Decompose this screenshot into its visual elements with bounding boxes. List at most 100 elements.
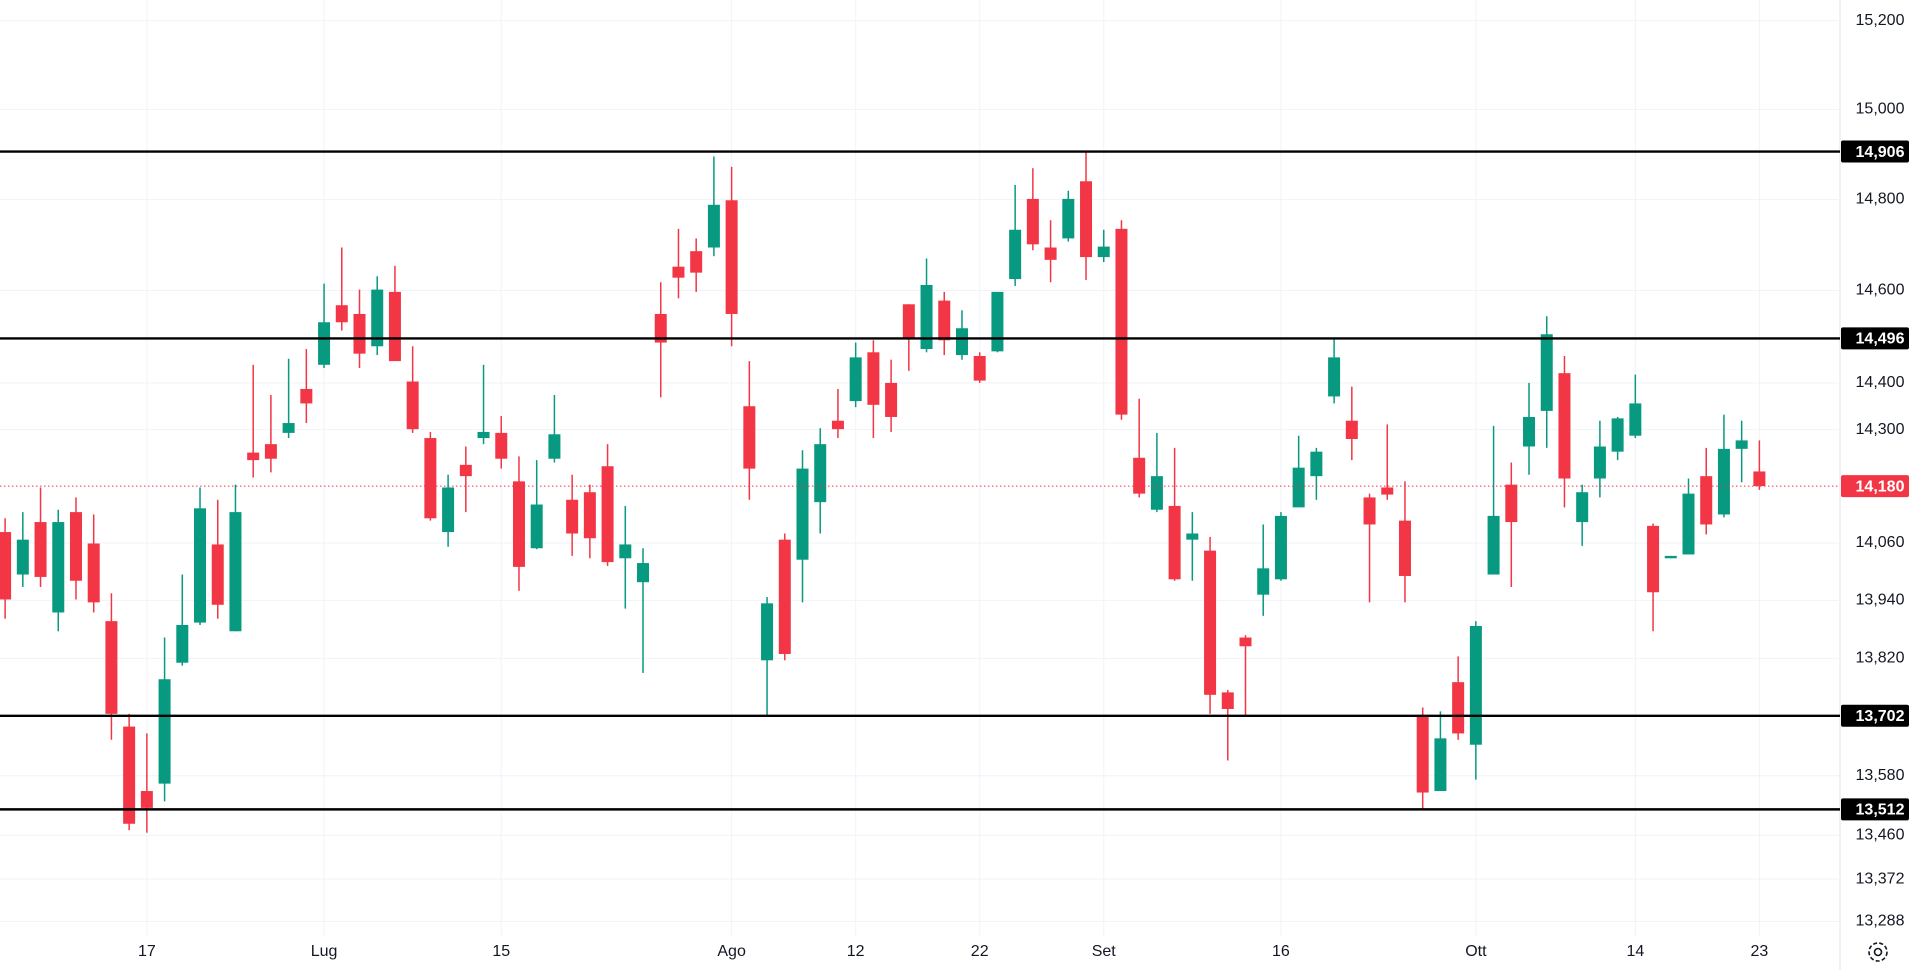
- candle-body: [1576, 492, 1589, 523]
- x-tick-label: Lug: [311, 943, 338, 960]
- y-tick-label: 15,000: [1856, 101, 1905, 118]
- y-tick-label: 15,200: [1856, 12, 1905, 29]
- candle-body: [902, 304, 915, 338]
- price-label: 14,496: [1856, 331, 1905, 348]
- candle-body: [761, 603, 774, 661]
- candle-body: [672, 266, 685, 278]
- y-tick-label: 13,820: [1856, 650, 1905, 667]
- candle-body: [1345, 420, 1358, 439]
- candle-body: [707, 204, 720, 248]
- candle-body: [1611, 418, 1624, 452]
- y-tick-label: 14,060: [1856, 534, 1905, 551]
- candle-body: [1328, 357, 1341, 397]
- candle-body: [353, 313, 366, 354]
- y-tick-label: 13,372: [1856, 870, 1905, 887]
- candle-body: [849, 357, 862, 402]
- candle-body: [583, 492, 596, 539]
- overlays: 14,906 14,496 13,702 13,512 14,180: [0, 140, 1909, 821]
- candle-body: [140, 791, 153, 808]
- candle-body: [442, 487, 455, 533]
- candle-body: [69, 512, 82, 581]
- candle-body: [0, 532, 12, 600]
- x-tick-label: Set: [1092, 943, 1117, 960]
- candle-body: [335, 305, 348, 323]
- price-label-box: [1841, 140, 1909, 163]
- candle-body: [1523, 416, 1536, 447]
- candles: [0, 151, 1766, 833]
- candle-body: [920, 285, 933, 350]
- candle-body: [1505, 484, 1518, 523]
- price-label: 14,906: [1856, 144, 1905, 161]
- settings-icon[interactable]: [1868, 942, 1888, 962]
- candle-body: [530, 504, 543, 549]
- candle-body: [654, 313, 667, 343]
- candle-body: [1647, 525, 1660, 593]
- candle-body: [1009, 229, 1022, 280]
- candle-body: [637, 563, 650, 583]
- candle-body: [991, 291, 1004, 352]
- candle-body: [16, 539, 29, 575]
- candle-body: [955, 328, 968, 356]
- candle-body: [176, 624, 189, 663]
- candle-body: [1469, 625, 1482, 745]
- price-label: 13,512: [1856, 802, 1905, 819]
- candle-body: [1097, 246, 1110, 258]
- candle-body: [371, 289, 384, 347]
- candle-body: [867, 352, 880, 405]
- candle-body: [1363, 497, 1376, 525]
- candle-body: [885, 382, 898, 417]
- candle-body: [778, 539, 791, 654]
- candle-body: [1204, 550, 1217, 695]
- candle-body: [1753, 471, 1766, 487]
- candle-body: [282, 423, 295, 433]
- candle-body: [105, 621, 118, 714]
- candle-body: [973, 355, 986, 381]
- candle-body: [300, 388, 313, 404]
- candle-body: [1186, 533, 1199, 540]
- candle-body: [796, 468, 809, 560]
- price-label-box: [1841, 327, 1909, 350]
- x-tick-label: Ott: [1465, 943, 1487, 960]
- candle-body: [1292, 467, 1305, 508]
- candle-body: [264, 444, 277, 459]
- candle-body: [1629, 403, 1642, 436]
- candle-body: [1168, 505, 1181, 580]
- candle-body: [619, 544, 632, 559]
- y-tick-label: 14,400: [1856, 374, 1905, 391]
- candle-body: [1080, 181, 1093, 258]
- candle-body: [34, 522, 47, 577]
- candle-body: [1717, 448, 1730, 515]
- candle-body: [318, 322, 331, 365]
- candle-body: [566, 499, 579, 534]
- candle-body: [831, 420, 844, 430]
- y-tick-label: 13,580: [1856, 767, 1905, 784]
- price-label-box: [1841, 704, 1909, 727]
- candle-body: [1416, 716, 1429, 793]
- price-label-box: [1841, 798, 1909, 821]
- x-tick-label: Ago: [717, 943, 746, 960]
- candle-body: [1452, 682, 1465, 734]
- candle-body: [1044, 247, 1057, 260]
- x-tick-label: 17: [138, 943, 156, 960]
- candle-body: [725, 200, 738, 314]
- candle-body: [211, 544, 224, 605]
- x-tick-label: 12: [847, 943, 865, 960]
- candle-body: [938, 300, 951, 341]
- candle-body: [1221, 692, 1234, 709]
- candle-body: [495, 432, 508, 459]
- candle-body: [424, 438, 437, 519]
- candle-body: [459, 464, 472, 477]
- candle-body: [1239, 637, 1252, 647]
- y-tick-label: 13,288: [1856, 913, 1905, 930]
- y-tick-label: 14,300: [1856, 421, 1905, 438]
- candle-body: [1115, 228, 1128, 415]
- x-tick-label: 15: [492, 943, 510, 960]
- candle-body: [158, 679, 171, 784]
- candle-body: [1310, 451, 1323, 477]
- candle-body: [1593, 446, 1606, 479]
- candle-body: [388, 291, 401, 362]
- x-tick-label: 16: [1272, 943, 1290, 960]
- candle-body: [477, 431, 490, 439]
